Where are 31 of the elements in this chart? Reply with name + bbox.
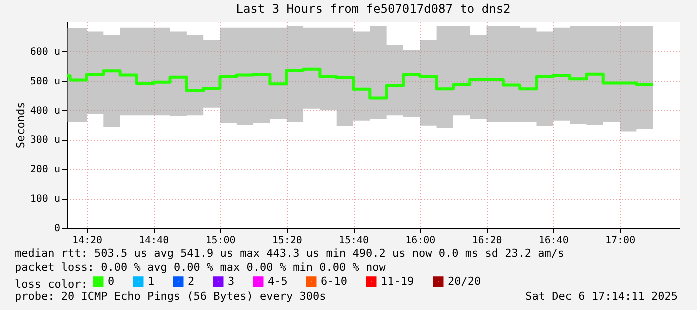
x-tick-label: 14:20 <box>72 236 103 246</box>
y-tick-label: 100 u <box>30 194 60 206</box>
text: Sat Dec 6 17:14:11 2025 <box>526 290 678 303</box>
x-tick-label: 15:00 <box>206 236 236 246</box>
legend-label: 2 <box>188 274 195 288</box>
legend-label: 4-5 <box>268 274 288 288</box>
legend-label: 11-19 <box>381 274 414 288</box>
y-tick-label: 600 u <box>30 46 60 58</box>
y-tick-label: 200 u <box>30 164 60 176</box>
legend-label: 3 <box>228 274 235 288</box>
legend-title: loss color: <box>15 278 88 291</box>
y-axis-title: Seconds <box>14 102 28 149</box>
y-tick-label: 500 u <box>30 76 60 88</box>
y-tick-label: 0 <box>54 224 60 234</box>
legend-label: 0 <box>108 274 115 288</box>
x-tick-label: 16:40 <box>538 236 569 246</box>
x-tick-label: 15:40 <box>338 236 370 246</box>
x-tick-label: 16:20 <box>472 236 502 246</box>
legend-label: 6-10 <box>321 274 348 288</box>
y-tick-label: 400 u <box>30 106 60 117</box>
legend-label: 1 <box>148 274 155 288</box>
legend-label: 20/20 <box>448 274 482 288</box>
x-tick-label: 15:20 <box>272 236 302 246</box>
x-tick-label: 14:40 <box>139 236 170 246</box>
text: packet loss: 0.00 % avg 0.00 % max 0.00 % min 0.00 % now <box>15 261 386 274</box>
text: median rtt: 503.5 us avg 541.9 us max 443.3 us min 490.2 us now 0.0 ms sd 23.2 am/s <box>15 247 565 260</box>
x-tick-label: 17:00 <box>605 236 636 246</box>
text: probe: 20 ICMP Echo Pings (56 Bytes) every 300s <box>15 290 326 303</box>
y-tick-label: 300 u <box>30 135 60 146</box>
chart-title: Last 3 Hours from fe507017d087 to dns2 <box>236 2 511 16</box>
x-tick-label: 16:00 <box>406 236 436 246</box>
